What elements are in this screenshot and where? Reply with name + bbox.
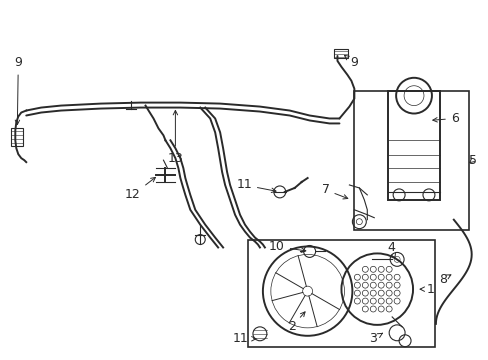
Bar [387,91,439,200]
Text: 9: 9 [14,57,22,125]
Text: 2: 2 [287,312,305,333]
Bar [11,129,23,146]
Text: 10: 10 [268,240,305,253]
Text: 9: 9 [344,55,358,69]
Bar [247,239,434,347]
Text: 13: 13 [167,111,183,165]
Text: 1: 1 [419,283,434,296]
Text: 8: 8 [438,273,450,286]
Bar [354,91,468,230]
Text: 3: 3 [368,332,382,345]
Text: 12: 12 [124,177,155,201]
Text: 11: 11 [232,332,256,345]
Text: 4: 4 [386,241,395,258]
Text: 5: 5 [468,154,476,167]
Bar [334,49,347,58]
Text: 7: 7 [321,184,347,199]
Text: 6: 6 [432,112,458,125]
Text: 11: 11 [236,179,275,193]
